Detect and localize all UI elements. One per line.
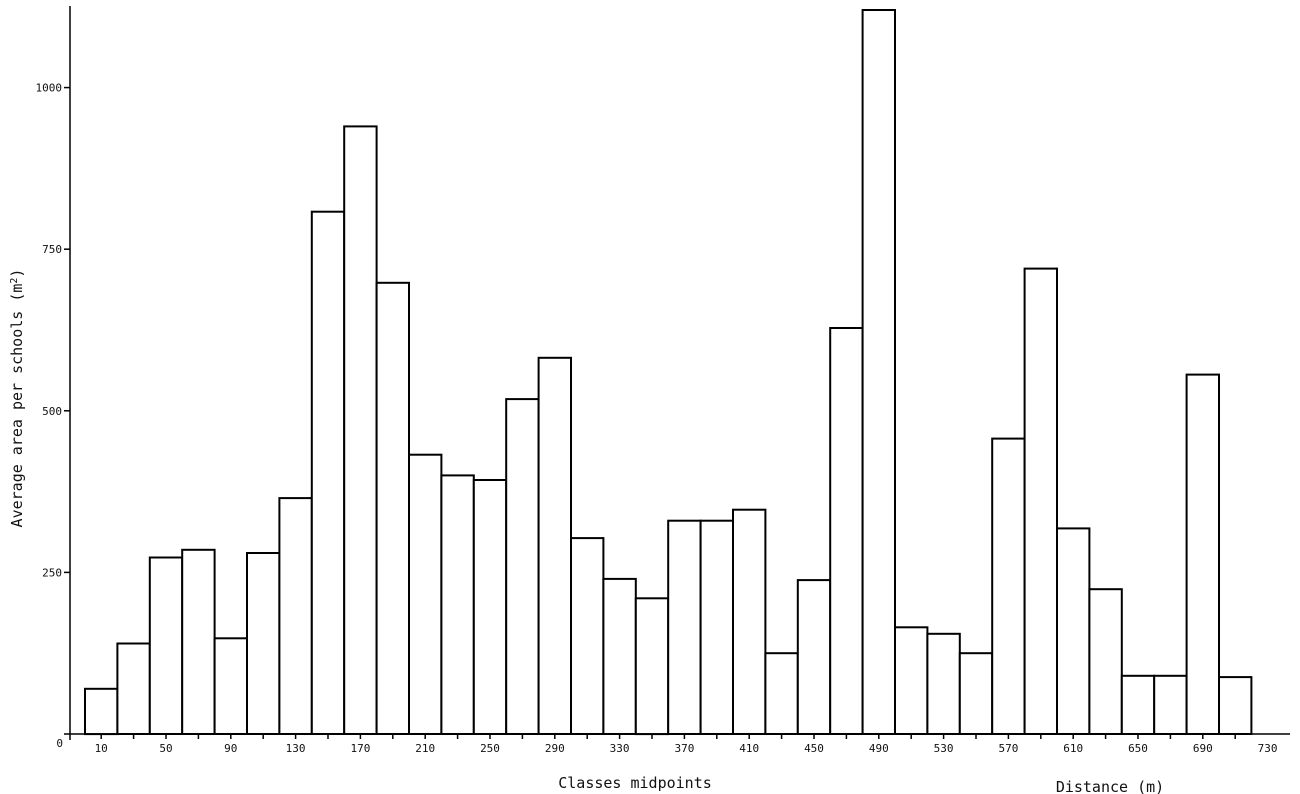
bar-30 [116, 642, 151, 735]
x-axis-title: Classes midpoints [558, 774, 712, 792]
bar-350 [634, 597, 670, 736]
x-tick-label-130: 130 [286, 742, 306, 755]
x-tick-label-650: 650 [1128, 742, 1148, 755]
x-tick-label-490: 490 [869, 742, 889, 755]
bar-530 [926, 632, 961, 735]
bar-570 [991, 437, 1026, 735]
y-tick-label-0: 0 [56, 737, 63, 750]
x-tick-label-330: 330 [610, 742, 630, 755]
bar-610 [1056, 527, 1091, 736]
bar-390 [699, 519, 734, 736]
bar-170 [343, 125, 378, 735]
bar-250 [472, 479, 508, 735]
bar-650 [1120, 674, 1156, 735]
x-tick-label-210: 210 [415, 742, 435, 755]
x-tick-label-290: 290 [545, 742, 565, 755]
bar-110 [246, 552, 281, 735]
x-tick-label-570: 570 [998, 742, 1018, 755]
bar-330 [602, 577, 637, 736]
x-tick-label-410: 410 [739, 742, 759, 755]
bar-190 [375, 281, 411, 735]
bar-70 [181, 548, 216, 735]
bar-290 [537, 356, 572, 735]
bar-310 [570, 537, 605, 735]
y-ticks-group: 0 250 500 750 1000 [36, 82, 70, 750]
bar-670 [1153, 674, 1188, 735]
x-tick-label-530: 530 [934, 742, 954, 755]
bar-470 [829, 327, 864, 735]
x-axis-secondary-title: Distance (m) [1056, 778, 1164, 794]
bar-450 [796, 579, 832, 735]
bar-690 [1185, 373, 1220, 735]
x-tick-label-690: 690 [1193, 742, 1213, 755]
y-tick-label-250: 250 [42, 566, 62, 579]
bar-150 [310, 210, 346, 735]
bar-430 [764, 652, 799, 736]
x-tick-label-50: 50 [159, 742, 172, 755]
x-tick-label-610: 610 [1063, 742, 1083, 755]
axes-group [64, 6, 1290, 740]
bar-550 [958, 652, 994, 736]
bar-590 [1023, 267, 1058, 735]
x-tick-label-450: 450 [804, 742, 824, 755]
y-axis-title-superscript: 2 [9, 278, 20, 284]
bar-90 [213, 637, 249, 735]
bar-230 [440, 474, 475, 735]
bar-10 [84, 687, 119, 736]
bar-630 [1088, 588, 1123, 736]
x-tick-label-250: 250 [480, 742, 500, 755]
bar-130 [278, 497, 313, 735]
x-tick-label-90: 90 [224, 742, 237, 755]
x-tick-label-370: 370 [674, 742, 694, 755]
y-axis-title: Average area per schools (m2) [8, 269, 26, 528]
bar-710 [1218, 676, 1253, 735]
y-axis-title-base: Average area per schools (m [8, 284, 26, 528]
x-tick-label-170: 170 [350, 742, 370, 755]
bars-group [84, 9, 1253, 736]
bar-210 [408, 453, 443, 735]
y-tick-label-750: 750 [42, 243, 62, 256]
y-tick-label-1000: 1000 [36, 82, 63, 95]
bar-270 [505, 398, 540, 735]
bar-370 [667, 519, 702, 736]
x-tick-label-730: 730 [1258, 742, 1278, 755]
bar-490 [861, 9, 896, 735]
y-axis-title-close: ) [8, 269, 26, 278]
x-tick-label-10: 10 [95, 742, 108, 755]
bar-410 [732, 508, 767, 736]
bar-50 [148, 556, 184, 735]
bar-510 [894, 626, 929, 735]
y-tick-label-500: 500 [42, 405, 62, 418]
x-ticks-group: 10 50 90 130 170 210 250 290 330 370 410 450 490 530 5… [95, 734, 1278, 755]
